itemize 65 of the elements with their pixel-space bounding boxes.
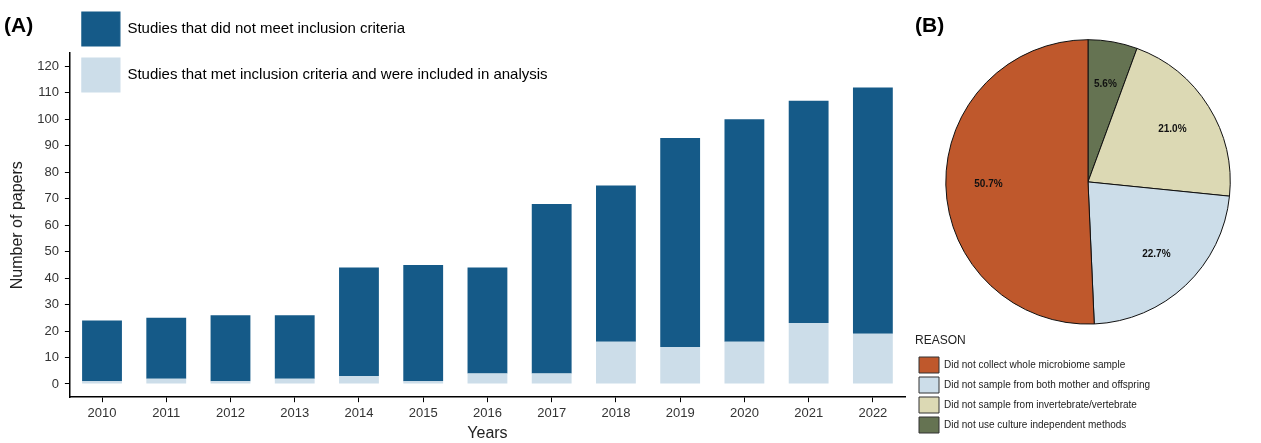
bar: [724, 341, 765, 384]
x-tick-label: 2014: [344, 404, 374, 420]
bar: [274, 315, 315, 379]
bar: [531, 373, 572, 384]
y-tick-label: 0: [51, 375, 59, 391]
y-axis-title: Number of papers: [8, 161, 26, 290]
bar: [82, 381, 122, 384]
y-tick-label: 10: [44, 349, 59, 365]
bar: [852, 333, 893, 384]
data-label: 50.7%: [974, 177, 1003, 189]
x-tick-label: 2019: [665, 404, 695, 420]
data-label: 5.6%: [1094, 77, 1117, 89]
legend-label: Did not sample from invertebrate/vertebrate: [944, 398, 1138, 410]
x-tick-label: 2013: [280, 404, 310, 420]
bar: [82, 320, 122, 382]
bar: [788, 100, 829, 324]
x-tick-label: 2018: [601, 404, 631, 420]
bar: [146, 317, 187, 379]
x-tick-label: 2010: [87, 404, 117, 420]
y-tick-label: 60: [44, 216, 59, 232]
bar: [596, 341, 636, 384]
y-tick-label: 30: [44, 296, 59, 312]
y-tick-label: 110: [38, 84, 59, 100]
y-tick-label: 80: [44, 163, 59, 179]
x-tick-label: 2017: [537, 404, 567, 420]
bar: [403, 381, 444, 384]
bar: [467, 373, 508, 384]
x-tick-label: 2021: [794, 404, 824, 420]
bar: [596, 185, 636, 342]
chart-title: (A): [4, 13, 34, 37]
data-label: 22.7%: [1142, 248, 1171, 259]
bar: [852, 87, 893, 334]
x-tick-label: 2016: [472, 404, 502, 420]
y-tick-label: 50: [44, 243, 59, 259]
bar: [210, 381, 251, 384]
bar: [339, 376, 379, 384]
bar: [788, 323, 829, 384]
legend-title: REASON: [915, 332, 966, 347]
y-tick-label: 40: [44, 269, 59, 285]
legend-label: Studies that did not meet inclusion criteria: [127, 19, 406, 37]
bar: [660, 346, 701, 384]
y-tick-label: 120: [37, 58, 59, 74]
y-tick-label: 90: [44, 137, 59, 153]
bar: [403, 264, 444, 382]
x-tick-label: 2015: [408, 404, 438, 420]
data-label: 21.0%: [1158, 122, 1187, 134]
y-tick-label: 70: [44, 190, 59, 206]
legend-label: Did not use culture independent methods: [944, 418, 1127, 430]
y-tick-label: 100: [37, 110, 59, 126]
chart-title: (B): [915, 13, 945, 37]
x-tick-label: 2011: [152, 404, 181, 420]
y-tick-label: 20: [44, 322, 59, 338]
bar: [531, 204, 572, 374]
bar: [339, 267, 379, 377]
x-tick-label: 2020: [729, 404, 759, 420]
x-tick-label: 2022: [858, 404, 888, 420]
x-tick-label: 2012: [216, 404, 245, 420]
legend-label: Studies that met inclusion criteria and were included in analysis: [127, 65, 548, 83]
bar: [467, 267, 508, 374]
x-axis-title: Years: [467, 423, 508, 441]
legend-label: Did not collect whole microbiome sample: [944, 358, 1126, 370]
bar: [210, 315, 251, 382]
bar: [724, 119, 765, 342]
legend-label: Did not sample from both mother and offspring: [944, 378, 1151, 390]
bar: [660, 137, 701, 347]
